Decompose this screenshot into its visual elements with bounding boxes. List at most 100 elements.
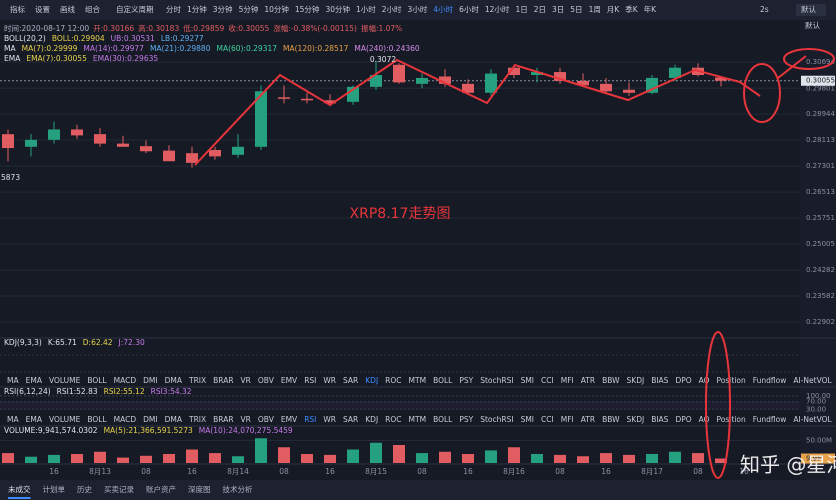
indicator-tab[interactable]: ROC bbox=[385, 376, 401, 385]
indicator-tab[interactable]: EMV bbox=[281, 376, 298, 385]
indicator-tab[interactable]: SKDJ bbox=[627, 415, 645, 424]
indicator-tab[interactable]: CCI bbox=[541, 376, 554, 385]
indicator-tab[interactable]: BIAS bbox=[651, 415, 668, 424]
indicator-tab[interactable]: DMA bbox=[165, 415, 183, 424]
bottom-tab[interactable]: 计划单 bbox=[43, 484, 66, 494]
period-tab[interactable]: 1小时 bbox=[356, 4, 376, 14]
indicator-tab[interactable]: AO bbox=[699, 415, 710, 424]
indicator-tab[interactable]: DPO bbox=[675, 376, 691, 385]
indicator-tab[interactable]: BOLL bbox=[433, 376, 453, 385]
indicator-tab[interactable]: MACD bbox=[114, 415, 137, 424]
indicator-tab[interactable]: KDJ bbox=[365, 415, 378, 424]
indicator-tab[interactable]: AI-NetVOL bbox=[793, 415, 832, 424]
indicator-tab[interactable]: BRAR bbox=[213, 415, 233, 424]
period-tab[interactable]: 6小时 bbox=[459, 4, 479, 14]
period-tab[interactable]: 12小时 bbox=[485, 4, 510, 14]
indicator-tab[interactable]: Fundflow bbox=[753, 376, 787, 385]
indicator-tab[interactable]: MACD bbox=[114, 376, 137, 385]
indicator-tab[interactable]: MTM bbox=[409, 376, 427, 385]
indicator-tab[interactable]: ROC bbox=[385, 415, 401, 424]
indicator-tab[interactable]: AO bbox=[699, 376, 710, 385]
period-tab[interactable]: 3分钟 bbox=[213, 4, 233, 14]
indicator-tab[interactable]: MA bbox=[7, 415, 19, 424]
indicator-tab[interactable]: StochRSI bbox=[480, 376, 513, 385]
indicator-tab[interactable]: BBW bbox=[602, 376, 620, 385]
default-button[interactable]: 默认 bbox=[801, 4, 816, 14]
indicator-tab[interactable]: DMA bbox=[165, 376, 183, 385]
period-tab[interactable]: 1分钟 bbox=[187, 4, 207, 14]
period-tab[interactable]: 分时 bbox=[166, 4, 181, 14]
period-tab[interactable]: 5日 bbox=[570, 5, 582, 14]
indicator-tab[interactable]: BIAS bbox=[651, 376, 668, 385]
indicator-tab[interactable]: VOLUME bbox=[49, 415, 81, 424]
indicator-tab[interactable]: CCI bbox=[541, 415, 554, 424]
indicator-tab[interactable]: RSI bbox=[304, 415, 316, 424]
refresh-rate[interactable]: 2s bbox=[760, 5, 769, 14]
indicator-tab[interactable]: OBV bbox=[258, 415, 275, 424]
indicator-tab[interactable]: TRIX bbox=[188, 415, 206, 424]
indicator-tab[interactable]: RSI bbox=[304, 376, 316, 385]
indicator-tab[interactable]: SAR bbox=[343, 415, 358, 424]
indicator-tab[interactable]: SMI bbox=[521, 415, 534, 424]
price-axis-setting[interactable]: 默认 bbox=[805, 20, 820, 30]
indicator-tab[interactable]: DMI bbox=[143, 376, 157, 385]
indicator-tab[interactable]: ATR bbox=[581, 376, 595, 385]
indicator-tab[interactable]: DPO bbox=[675, 415, 691, 424]
indicator-tab[interactable]: AI-NetVOL bbox=[793, 376, 832, 385]
custom-period[interactable]: 自定义周期 bbox=[116, 4, 154, 14]
toolbar-button[interactable]: 设置 bbox=[35, 4, 50, 14]
period-tab[interactable]: 10分钟 bbox=[264, 4, 289, 14]
bottom-tab[interactable]: 未成交 bbox=[8, 484, 31, 494]
indicator-tab[interactable]: BOLL bbox=[433, 415, 453, 424]
indicator-tab[interactable]: Position bbox=[717, 415, 746, 424]
indicator-tab[interactable]: WR bbox=[323, 376, 336, 385]
indicator-tab[interactable]: MFI bbox=[561, 376, 574, 385]
indicator-tab[interactable]: SMI bbox=[521, 376, 534, 385]
period-tab[interactable]: 5分钟 bbox=[239, 4, 259, 14]
bottom-tab[interactable]: 深度图 bbox=[188, 484, 211, 494]
indicator-tab[interactable]: MTM bbox=[409, 415, 427, 424]
indicator-tab[interactable]: ATR bbox=[581, 415, 595, 424]
indicator-tab[interactable]: MFI bbox=[561, 415, 574, 424]
toolbar-button[interactable]: 画线 bbox=[60, 4, 75, 14]
bottom-tab[interactable]: 买卖记录 bbox=[104, 485, 134, 494]
period-tab[interactable]: 3日 bbox=[552, 5, 564, 14]
indicator-tab[interactable]: MA bbox=[7, 376, 19, 385]
indicator-tab[interactable]: PSY bbox=[459, 415, 473, 424]
bottom-tab[interactable]: 历史 bbox=[77, 484, 92, 494]
indicator-tab[interactable]: EMA bbox=[26, 376, 43, 385]
toolbar-button[interactable]: 组合 bbox=[85, 4, 100, 14]
period-tab[interactable]: 1日 bbox=[515, 5, 527, 14]
indicator-tab[interactable]: WR bbox=[323, 415, 336, 424]
indicator-tab[interactable]: SKDJ bbox=[627, 376, 645, 385]
indicator-tab[interactable]: OBV bbox=[258, 376, 275, 385]
indicator-tab[interactable]: VOLUME bbox=[49, 376, 81, 385]
indicator-tab[interactable]: VR bbox=[241, 376, 251, 385]
indicator-tab[interactable]: PSY bbox=[459, 376, 473, 385]
indicator-tab[interactable]: SAR bbox=[343, 376, 358, 385]
period-tab[interactable]: 4小时 bbox=[433, 4, 453, 14]
indicator-tab[interactable]: Position bbox=[717, 376, 746, 385]
indicator-tab[interactable]: VR bbox=[241, 415, 251, 424]
period-tab[interactable]: 2小时 bbox=[382, 4, 402, 14]
bottom-tab[interactable]: 账户资产 bbox=[146, 484, 176, 494]
period-tab[interactable]: 15分钟 bbox=[295, 4, 320, 14]
bottom-tab[interactable]: 技术分析 bbox=[223, 484, 253, 494]
indicator-tab[interactable]: EMA bbox=[26, 415, 43, 424]
period-tab[interactable]: 1周 bbox=[589, 5, 601, 14]
indicator-tab[interactable]: TRIX bbox=[188, 376, 206, 385]
period-tab[interactable]: 季K bbox=[625, 4, 638, 14]
period-tab[interactable]: 年K bbox=[644, 4, 657, 14]
period-tab[interactable]: 2日 bbox=[534, 5, 546, 14]
indicator-tab[interactable]: BRAR bbox=[213, 376, 233, 385]
indicator-tab[interactable]: StochRSI bbox=[480, 415, 513, 424]
indicator-tab[interactable]: KDJ bbox=[365, 376, 378, 385]
indicator-tab[interactable]: DMI bbox=[143, 415, 157, 424]
period-tab[interactable]: 3小时 bbox=[408, 4, 428, 14]
toolbar-button[interactable]: 指标 bbox=[10, 4, 25, 14]
period-tab[interactable]: 30分钟 bbox=[325, 4, 350, 14]
indicator-tab[interactable]: BBW bbox=[602, 415, 620, 424]
period-tab[interactable]: 月K bbox=[607, 5, 620, 14]
indicator-tab[interactable]: EMV bbox=[281, 415, 298, 424]
indicator-tab[interactable]: Fundflow bbox=[753, 415, 787, 424]
